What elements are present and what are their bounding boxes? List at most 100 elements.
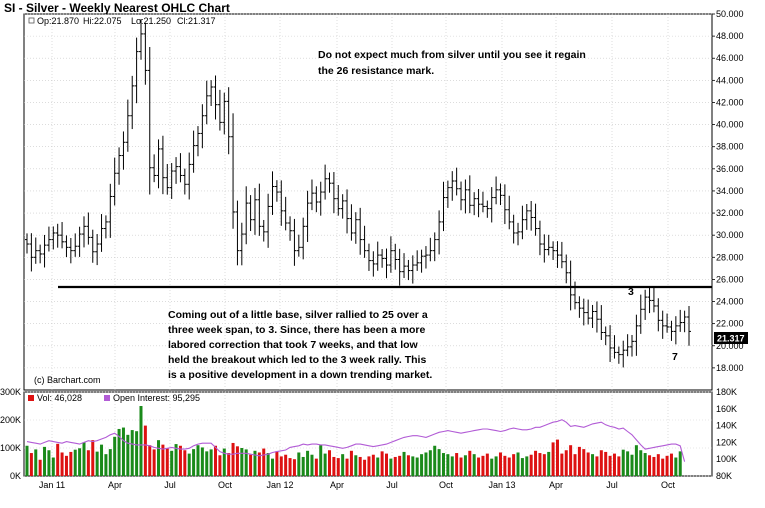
volume-bar bbox=[433, 445, 437, 476]
volume-bar bbox=[341, 454, 345, 476]
ohlc-bar bbox=[349, 204, 354, 241]
volume-bar bbox=[630, 454, 634, 476]
volume-bar bbox=[441, 453, 445, 476]
ohlc-bar bbox=[231, 113, 236, 229]
axes: Jan 11 Apr Jul Oct Jan 12 Apr Jul Oct Jan 13 Apr J… bbox=[0, 9, 744, 490]
ohlc-bar bbox=[594, 301, 599, 333]
volume-bar bbox=[178, 445, 182, 476]
x-tick-label: Jul bbox=[164, 480, 176, 490]
volume-bar bbox=[674, 457, 678, 476]
last-price-box bbox=[714, 332, 748, 344]
volume-bar bbox=[376, 457, 380, 476]
volume-bar bbox=[463, 455, 467, 476]
ohlc-close: Cl:21.317 bbox=[177, 16, 216, 26]
ohlc-bar bbox=[687, 306, 691, 346]
ohlc-bar bbox=[283, 196, 288, 231]
ohlc-bar bbox=[108, 183, 113, 238]
ohlc-bar bbox=[546, 234, 551, 256]
ohlc-bar bbox=[537, 220, 542, 256]
ohlc-bar bbox=[402, 253, 407, 279]
volume-bar bbox=[380, 451, 384, 476]
ohlc-bar bbox=[375, 241, 380, 271]
ohlc-bar bbox=[634, 314, 639, 356]
volume-bar bbox=[569, 445, 573, 476]
ohlc-bar bbox=[279, 180, 284, 226]
volume-bar bbox=[402, 451, 406, 476]
ohlc-bar bbox=[314, 186, 319, 213]
volume-bar bbox=[192, 449, 196, 476]
mid-note-line3: labored correction that took 7 weeks, an… bbox=[168, 339, 419, 351]
volume-bar bbox=[384, 453, 388, 476]
ohlc-bar bbox=[494, 176, 499, 205]
top-note-line2: the 26 resistance mark. bbox=[318, 65, 434, 77]
ohlc-bar bbox=[638, 294, 643, 334]
ohlc-bar bbox=[371, 251, 376, 277]
ohlc-bar bbox=[678, 309, 683, 332]
volume-bar bbox=[617, 456, 621, 476]
volume-bar bbox=[297, 452, 301, 476]
volume-bar bbox=[271, 458, 275, 476]
ohlc-bar bbox=[134, 37, 139, 104]
volume-bar bbox=[183, 450, 187, 476]
ohlc-bar bbox=[117, 147, 122, 185]
volume-bar bbox=[73, 449, 77, 476]
volume-bar bbox=[547, 451, 551, 476]
volume-bar bbox=[661, 458, 665, 476]
volume-bar bbox=[214, 445, 218, 476]
price-tick-label: 26.000 bbox=[716, 274, 744, 284]
volume-bar bbox=[69, 451, 73, 476]
ohlc-bar bbox=[647, 287, 652, 314]
volume-bar bbox=[78, 448, 82, 476]
volume-bar bbox=[582, 449, 586, 476]
volume-bar bbox=[608, 455, 612, 476]
ohlc-bar bbox=[406, 259, 411, 281]
volume-bar bbox=[249, 454, 253, 476]
volume-bar bbox=[100, 444, 104, 476]
ohlc-bar bbox=[99, 214, 104, 252]
volume-bar bbox=[257, 452, 261, 476]
ohlc-bar bbox=[81, 216, 86, 248]
volume-bar bbox=[130, 430, 134, 476]
volume-bar bbox=[665, 455, 669, 476]
ohlc-bar bbox=[305, 190, 310, 242]
volume-bar bbox=[354, 455, 358, 476]
volume-bar bbox=[143, 425, 147, 476]
volume-bar bbox=[301, 456, 305, 476]
ohlc-bar bbox=[410, 255, 415, 284]
volume-bar bbox=[209, 449, 213, 476]
volume-bar bbox=[612, 453, 616, 476]
chart-title: SI - Silver - Weekly Nearest OHLC Chart bbox=[4, 1, 230, 15]
ohlc-bar bbox=[73, 233, 78, 257]
volume-bar bbox=[117, 428, 121, 476]
volume-bar bbox=[564, 450, 568, 476]
volume-bar bbox=[591, 454, 595, 476]
ohlc-bar bbox=[651, 287, 656, 313]
ohlc-bar bbox=[257, 183, 262, 236]
volume-bar bbox=[389, 458, 393, 476]
volume-bar bbox=[538, 453, 542, 476]
volume-bar bbox=[446, 454, 450, 476]
ohlc-bar bbox=[296, 234, 301, 257]
volume-bar bbox=[678, 451, 682, 476]
volume-bar bbox=[157, 440, 161, 476]
ohlc-bar bbox=[160, 135, 165, 195]
volume-bar bbox=[148, 445, 152, 476]
ohlc-bar bbox=[323, 164, 328, 200]
ohlc-bar bbox=[209, 80, 214, 107]
volume-tick-label: 200K bbox=[0, 415, 21, 425]
ohlc-bar bbox=[568, 260, 573, 311]
price-tick-label: 50.000 bbox=[716, 9, 744, 19]
volume-bar bbox=[86, 450, 90, 476]
wave-label-3: 3 bbox=[628, 286, 634, 298]
price-tick-label: 34.000 bbox=[716, 186, 744, 196]
volume-bar bbox=[323, 453, 327, 476]
ohlc-bar bbox=[226, 87, 231, 155]
volume-bar bbox=[310, 454, 314, 476]
volume-bar bbox=[371, 454, 375, 476]
ohlc-bar bbox=[516, 222, 521, 246]
ohlc-bar bbox=[533, 203, 538, 236]
ohlc-bar bbox=[581, 298, 586, 326]
ohlc-bar bbox=[656, 298, 661, 332]
mid-note-line4: held the breakout which led to the 3 wee… bbox=[168, 354, 426, 366]
